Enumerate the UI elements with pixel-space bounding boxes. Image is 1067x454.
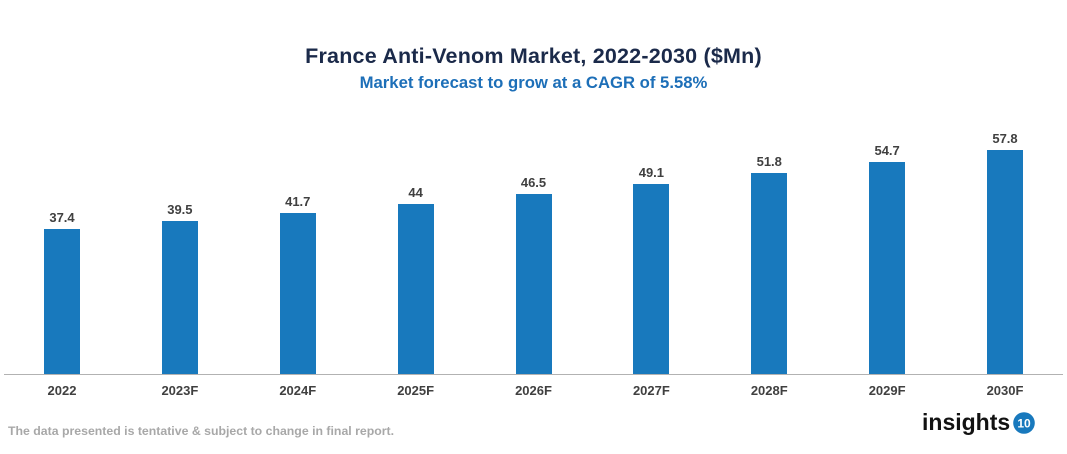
svg-text:insights: insights (922, 409, 1010, 435)
svg-text:10: 10 (1017, 417, 1031, 431)
